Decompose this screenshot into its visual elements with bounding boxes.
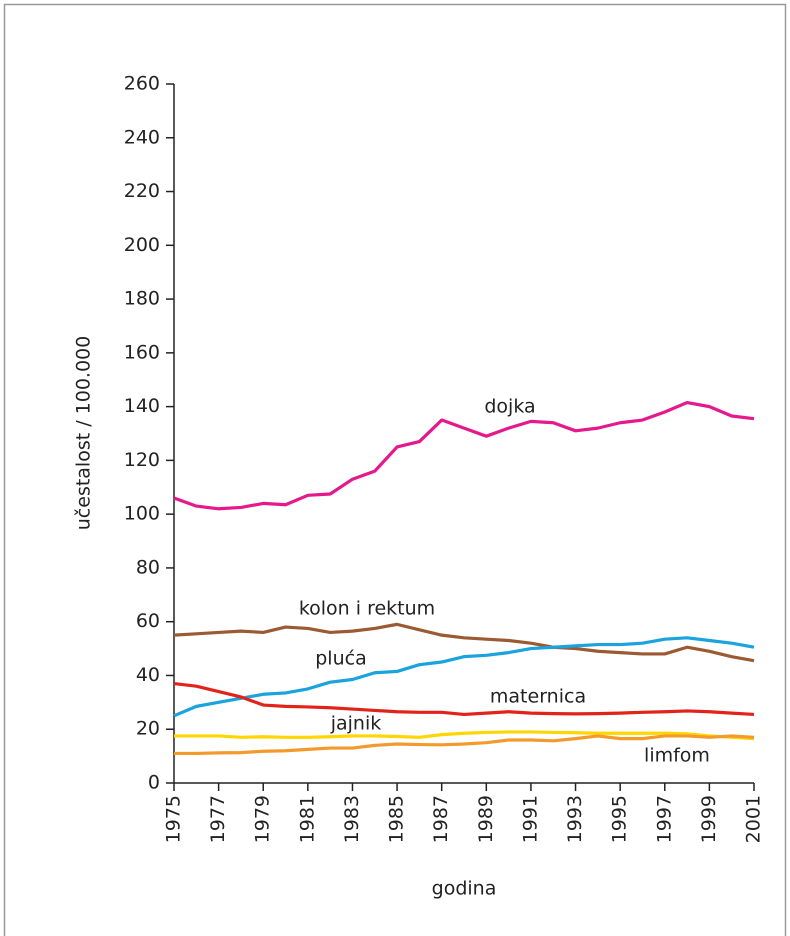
series-line [174,734,755,756]
y-tick-label: 140 [124,395,160,417]
y-tick-label: 0 [148,772,160,794]
series-label: limfom [644,745,710,767]
y-tick-label: 220 [124,180,160,202]
x-tick-label: 1975 [163,795,185,843]
series-line [173,681,755,717]
series-line [173,622,755,663]
x-tick-label: 1991 [519,795,541,843]
y-tick-label: 100 [124,503,160,525]
y-axis-label: učestalost / 100.000 [73,336,95,530]
y-tick-label: 180 [124,288,160,310]
x-tick-label: 1999 [698,795,720,843]
y-tick-label: 160 [124,341,160,363]
series-label: kolon i rektum [299,598,435,620]
y-tick-label: 20 [136,718,160,740]
series-line [174,730,755,741]
y-tick-label: 260 [124,73,160,95]
x-axis-label: godina [432,878,497,900]
y-tick-label: 80 [136,556,160,578]
series-label: dojka [484,396,535,418]
x-tick-label: 1977 [207,795,229,843]
y-tick-label: 60 [136,610,160,632]
x-tick-label: 1993 [564,795,586,843]
y-tick-label: 120 [124,449,160,471]
series-label: maternica [490,686,586,708]
series-label: pluća [315,648,366,670]
x-tick-label: 1983 [341,795,363,843]
series-line [173,400,755,511]
y-tick-label: 240 [124,126,160,148]
frame [3,3,787,936]
x-tick-label: 1981 [296,795,318,843]
x-tick-label: 1987 [430,795,452,843]
x-tick-label: 1995 [609,795,631,843]
x-tick-label: 1985 [386,795,408,843]
series-line [173,636,755,718]
x-tick-label: 2001 [743,795,765,843]
x-tick-label: 1989 [475,795,497,843]
series-label: jajnik [330,713,382,735]
x-tick-label: 1997 [653,795,675,843]
y-tick-label: 40 [136,664,160,686]
y-tick-label: 200 [124,234,160,256]
x-tick-label: 1979 [252,795,274,843]
